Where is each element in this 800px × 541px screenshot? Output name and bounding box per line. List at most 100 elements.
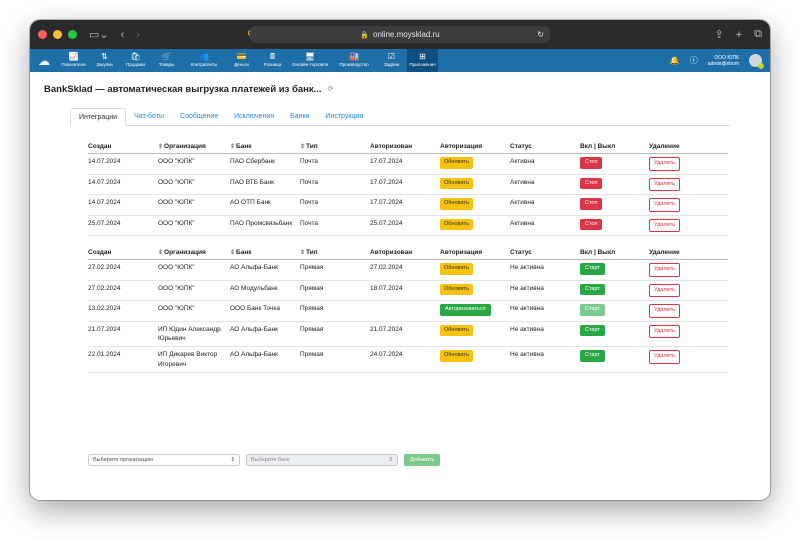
created-cell: 27.02.2024: [88, 259, 158, 281]
delete-button[interactable]: Удалить: [649, 283, 680, 297]
column-header[interactable]: ⇕Тип: [300, 140, 370, 154]
update-button[interactable]: Обновить: [440, 324, 473, 336]
share-icon[interactable]: ⇪: [714, 29, 724, 41]
column-header[interactable]: ⇕Организация: [158, 140, 230, 154]
stop-button[interactable]: Стоп: [580, 198, 603, 210]
user-info[interactable]: ООО ЮПК admin@ebom: [708, 55, 739, 67]
sort-icon[interactable]: ⇕: [300, 250, 306, 256]
minimize-window-button[interactable]: [53, 30, 62, 39]
update-button[interactable]: Обновить: [440, 198, 473, 210]
close-window-button[interactable]: [38, 30, 47, 39]
table-row: 27.02.2024 ООО "ЮПК" АО Альфа-Банк Прямая 27…: [88, 259, 728, 281]
bank-cell: АО Модульбанк: [230, 280, 300, 301]
nav-item-label: Закупки: [96, 62, 113, 68]
status-cell: Не активна: [510, 300, 580, 322]
delete-button[interactable]: Удалить: [649, 324, 680, 338]
nav-item-8[interactable]: 🏭 Производство: [332, 49, 376, 72]
sort-icon[interactable]: ⇕: [158, 250, 164, 256]
authorized-cell: 25.07.2024: [370, 215, 440, 236]
stop-button[interactable]: Стоп: [580, 218, 603, 230]
update-button[interactable]: Обновить: [440, 283, 473, 295]
delete-button[interactable]: Удалить: [649, 157, 680, 171]
chart-icon: 📈: [68, 52, 79, 62]
stop-button[interactable]: Стоп: [580, 177, 603, 189]
bell-icon[interactable]: 🔔: [669, 56, 680, 65]
integrations-table-email: Создан ⇕Организация ⇕Банк ⇕Тип Авторизован Ав…: [88, 140, 728, 236]
add-button[interactable]: Добавить: [404, 454, 441, 466]
register-icon: 🖩: [270, 52, 275, 62]
sort-icon[interactable]: ⇕: [230, 144, 236, 150]
factory-icon: 🏭: [349, 52, 359, 62]
column-header-label: Удаление: [649, 143, 680, 150]
toggle-cell: Стоп: [580, 194, 649, 216]
tab-3[interactable]: Исключения: [234, 113, 275, 120]
reload-icon[interactable]: ↻: [537, 30, 544, 39]
tab-4[interactable]: Банки: [290, 113, 310, 120]
tab-5[interactable]: Инструкция: [325, 113, 364, 120]
user-login: admin@ebom: [707, 60, 739, 67]
tabs-overview-icon[interactable]: ⧉: [754, 28, 762, 40]
delete-button[interactable]: Удалить: [649, 177, 680, 191]
column-header[interactable]: ⇕Организация: [158, 246, 230, 260]
column-header[interactable]: ⇕Банк: [230, 246, 300, 260]
tab-2[interactable]: Сообщение: [180, 113, 219, 120]
nav-item-7[interactable]: 🖥 Онлайн-торговля: [288, 49, 332, 72]
delete-cell: Удалить: [649, 259, 728, 281]
back-icon[interactable]: ‹: [120, 28, 125, 41]
authorize-button[interactable]: Авторизоваться: [440, 304, 491, 316]
new-tab-icon[interactable]: +: [735, 28, 743, 41]
update-button[interactable]: Обновить: [440, 177, 473, 189]
cloud-logo-icon[interactable]: ☁: [38, 53, 50, 68]
add-integration-controls: Выберите организацию ⇕ Выберите банк ⇕ Д…: [88, 454, 441, 466]
nav-item-5[interactable]: 💳 Деньги: [226, 49, 257, 72]
column-header[interactable]: ⇕Банк: [230, 140, 300, 154]
delete-button[interactable]: Удалить: [649, 350, 680, 364]
update-button[interactable]: Обновить: [440, 157, 473, 169]
address-bar[interactable]: 🔒 online.moysklad.ru ↻: [250, 26, 550, 43]
start-button[interactable]: Старт: [580, 350, 605, 362]
column-header[interactable]: ⇕Тип: [300, 246, 370, 260]
nav-item-2[interactable]: 🛍 Продажи: [120, 49, 151, 72]
delete-button[interactable]: Удалить: [649, 263, 680, 277]
browser-window: ▭⌄ ‹ › ⚲ 🔒 online.moysklad.ru ↻ ⇪ + ⧉ ☁ …: [30, 20, 770, 500]
toggle-cell: Старт: [580, 280, 649, 301]
refresh-icon[interactable]: ⟳: [327, 86, 334, 93]
nav-item-6[interactable]: 🖩 Розница: [257, 49, 288, 72]
update-button[interactable]: Обновить: [440, 218, 473, 230]
start-button[interactable]: Старт: [580, 324, 605, 336]
nav-item-0[interactable]: 📈 Показатели: [58, 49, 89, 72]
column-header-label: Авторизация: [440, 143, 483, 150]
nav-item-4[interactable]: 👥 Контрагенты: [182, 49, 226, 72]
update-button[interactable]: Обновить: [440, 263, 473, 275]
zoom-window-button[interactable]: [68, 30, 77, 39]
table-header: Создан ⇕Организация ⇕Банк ⇕Тип Авторизован Ав…: [88, 246, 728, 260]
sort-icon[interactable]: ⇕: [300, 144, 306, 150]
start-button[interactable]: Старт: [580, 263, 605, 275]
forward-icon[interactable]: ›: [136, 28, 140, 41]
start-button[interactable]: Старт: [580, 283, 605, 295]
delete-cell: Удалить: [649, 346, 728, 374]
nav-item-1[interactable]: ⇅ Закупки: [89, 49, 120, 72]
sort-icon[interactable]: ⇕: [158, 144, 164, 150]
org-select[interactable]: Выберите организацию ⇕: [88, 454, 240, 466]
update-button[interactable]: Обновить: [440, 350, 473, 362]
tab-0[interactable]: Интеграции: [70, 108, 127, 126]
sort-icon[interactable]: ⇕: [230, 250, 236, 256]
integrations-table-direct: Создан ⇕Организация ⇕Банк ⇕Тип Авторизован Ав…: [88, 246, 728, 374]
auth-cell: Обновить: [440, 215, 510, 236]
sidebar-toggle-icon[interactable]: ▭⌄: [89, 29, 109, 41]
nav-item-9[interactable]: ☑ Задачи: [376, 49, 407, 72]
column-header-label: Авторизован: [370, 143, 413, 150]
delete-button[interactable]: Удалить: [649, 198, 680, 212]
avatar[interactable]: [749, 54, 764, 69]
delete-button[interactable]: Удалить: [649, 304, 680, 318]
nav-item-10[interactable]: ⊞ Приложения: [407, 49, 438, 72]
status-cell: Активна: [510, 215, 580, 236]
stop-button[interactable]: Стоп: [580, 157, 603, 169]
start-button[interactable]: Старт: [580, 304, 605, 316]
delete-button[interactable]: Удалить: [649, 218, 680, 232]
bank-select[interactable]: Выберите банк ⇕: [246, 454, 398, 466]
tab-1[interactable]: Чат-боты: [134, 113, 165, 120]
nav-item-3[interactable]: 🛒 Товары: [151, 49, 182, 72]
help-icon[interactable]: ⓘ: [689, 56, 698, 65]
